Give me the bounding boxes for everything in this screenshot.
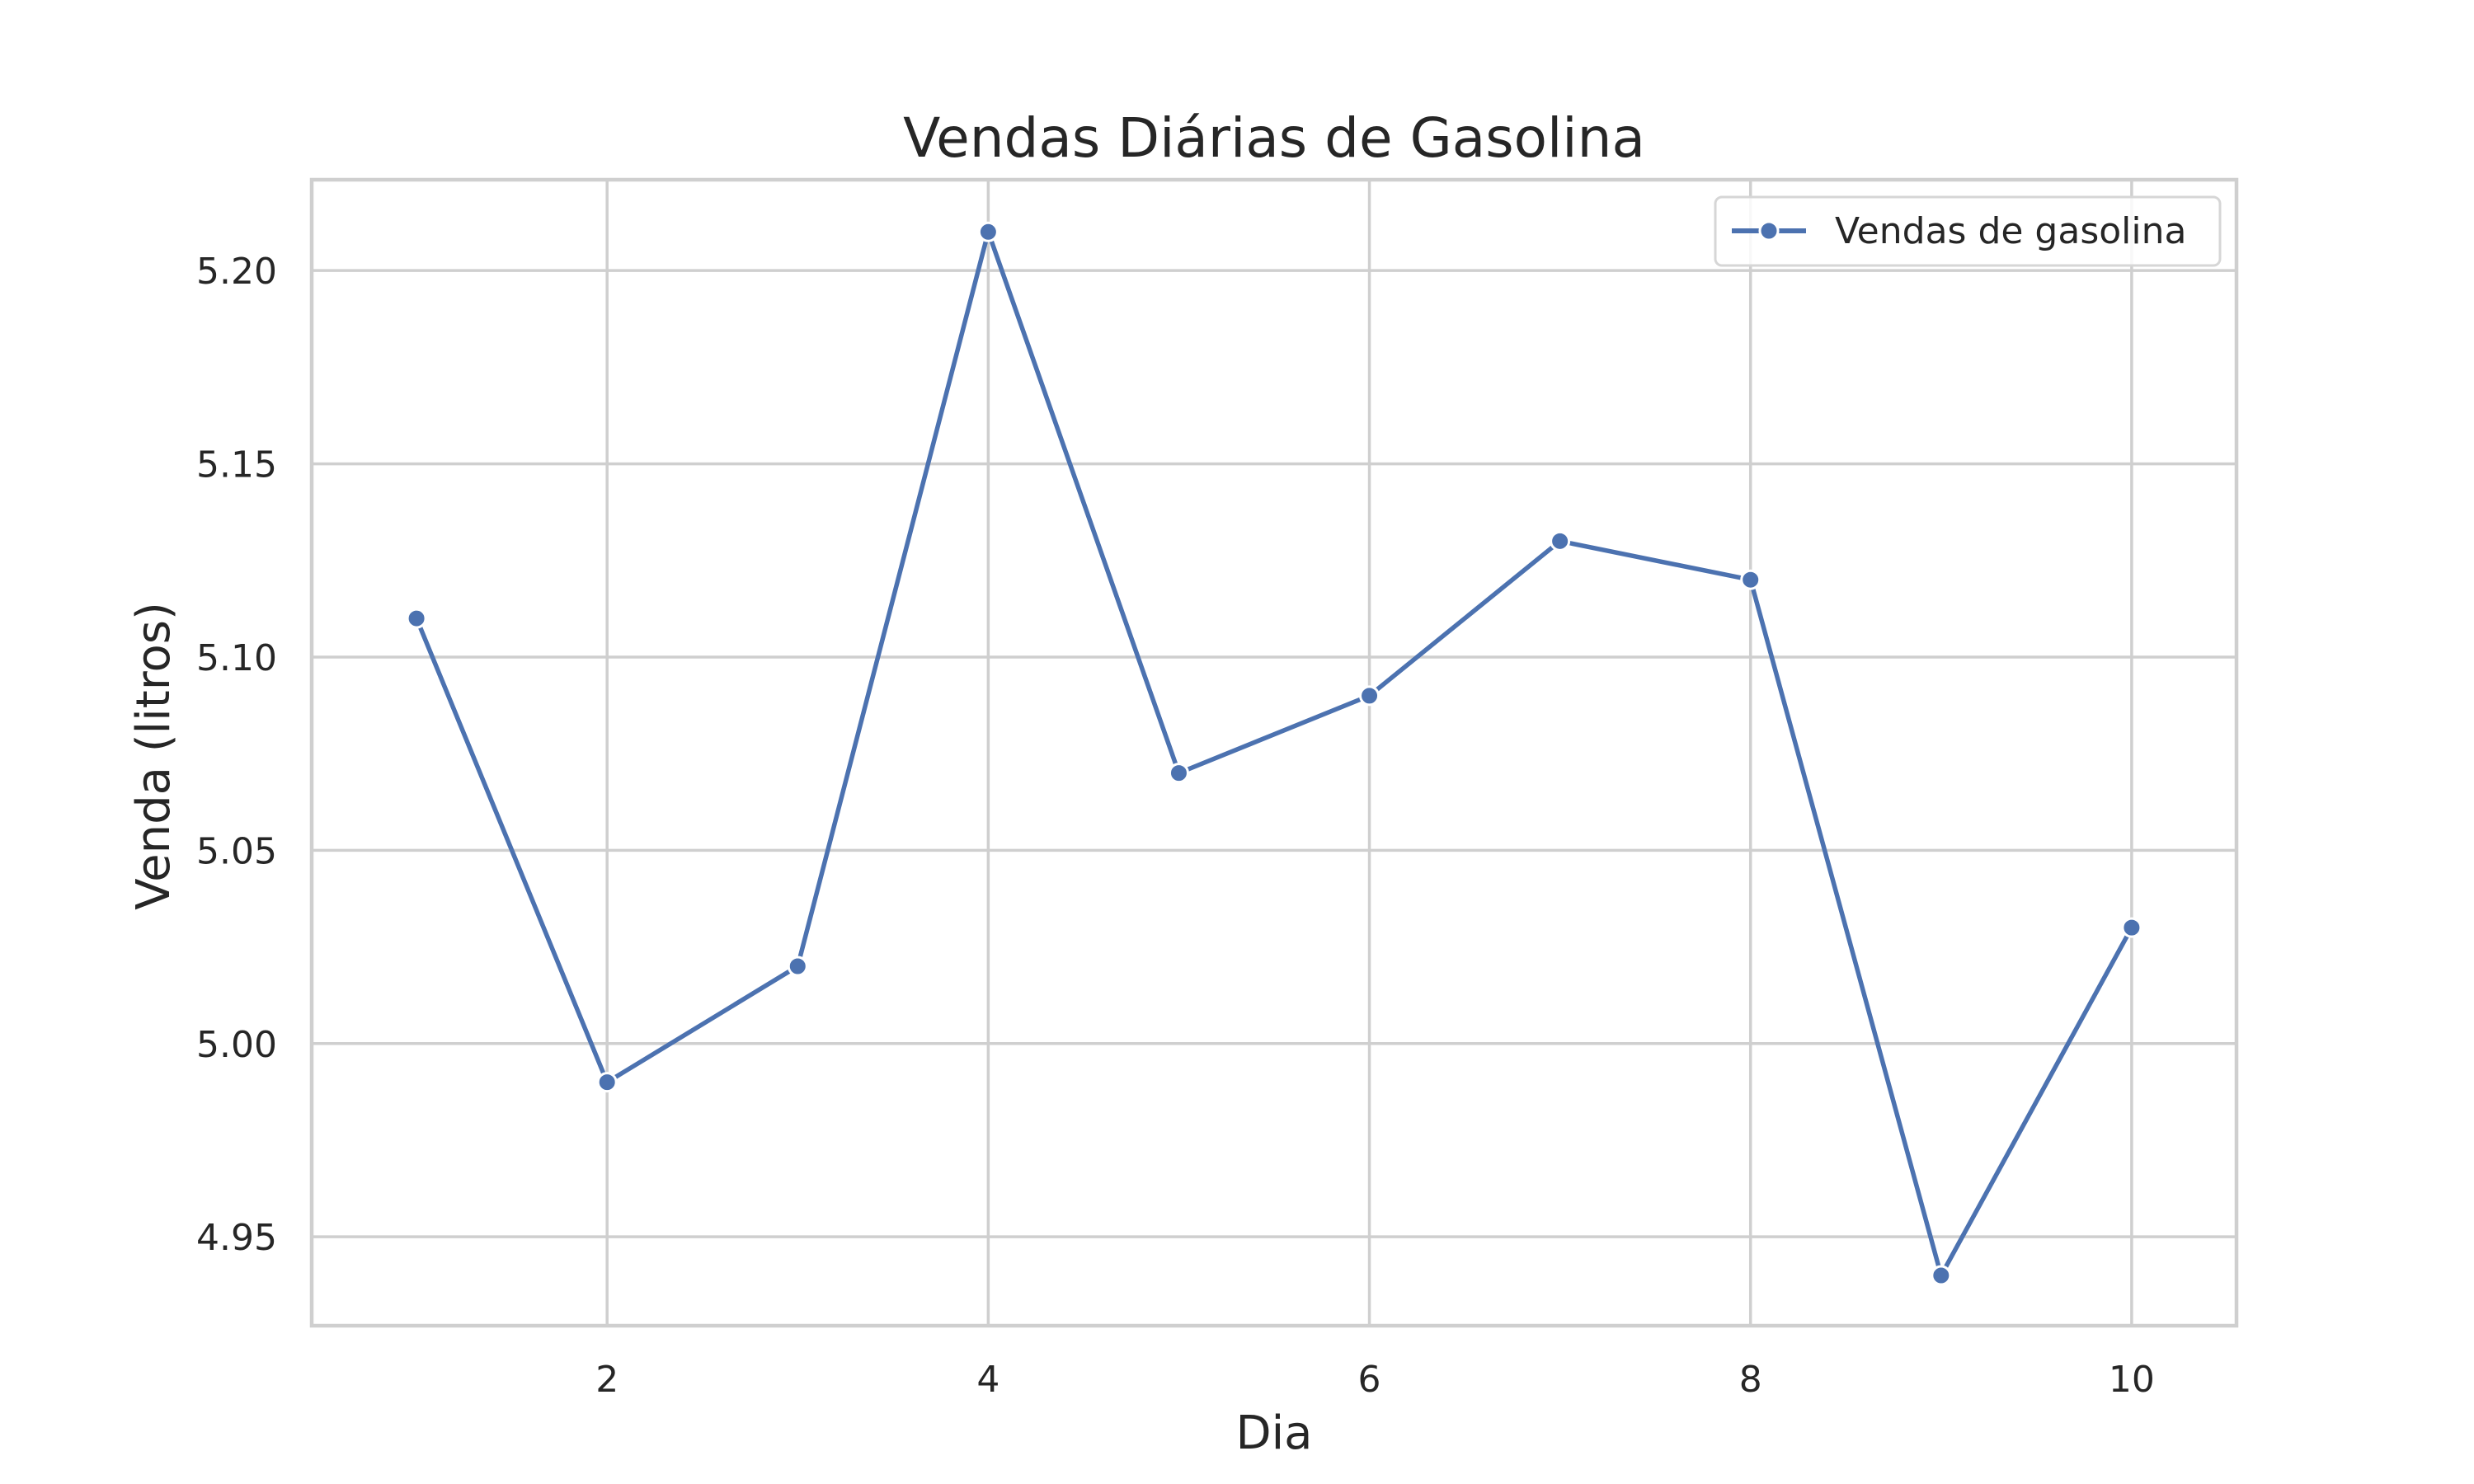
legend-box — [1714, 195, 2222, 267]
data-point — [1740, 569, 1761, 590]
x-grid-lines — [605, 180, 2133, 1326]
y-axis-label: Venda (litros) — [127, 602, 181, 910]
y-tick-label: 5.00 — [196, 1024, 277, 1066]
legend-label: Vendas de gasolina — [1835, 210, 2186, 252]
series-line — [414, 229, 2134, 1278]
data-point — [977, 221, 999, 242]
x-tick-labels: 2 4 6 8 10 — [595, 1359, 2155, 1401]
y-tick-label: 5.05 — [196, 830, 277, 872]
y-tick-label: 5.15 — [196, 444, 277, 486]
data-point — [787, 956, 808, 977]
data-point — [596, 1072, 618, 1093]
x-tick-label: 6 — [1358, 1359, 1381, 1401]
y-tick-label: 4.95 — [196, 1217, 277, 1259]
data-point — [406, 608, 427, 629]
x-tick-label: 2 — [595, 1359, 618, 1401]
plot-area-frame — [309, 177, 2239, 1328]
x-tick-label: 8 — [1739, 1359, 1762, 1401]
legend-marker — [1758, 220, 1780, 242]
chart-title: Vendas Diárias de Gasolina — [903, 106, 1645, 170]
data-point — [1550, 530, 1571, 552]
data-point — [1359, 685, 1380, 707]
y-grid-lines — [312, 269, 2236, 1238]
data-point — [1931, 1265, 1952, 1286]
series-layer — [406, 221, 2142, 1286]
legend: Vendas de gasolina — [1714, 195, 2222, 267]
data-point — [2121, 917, 2142, 938]
x-axis-label: Dia — [1236, 1407, 1313, 1460]
y-tick-labels: 4.95 5.00 5.05 5.10 5.15 5.20 — [196, 251, 277, 1259]
data-point — [1168, 763, 1189, 784]
y-tick-label: 5.10 — [196, 637, 277, 679]
x-tick-label: 4 — [976, 1359, 999, 1401]
y-tick-label: 5.20 — [196, 251, 277, 293]
x-tick-label: 10 — [2109, 1359, 2155, 1401]
